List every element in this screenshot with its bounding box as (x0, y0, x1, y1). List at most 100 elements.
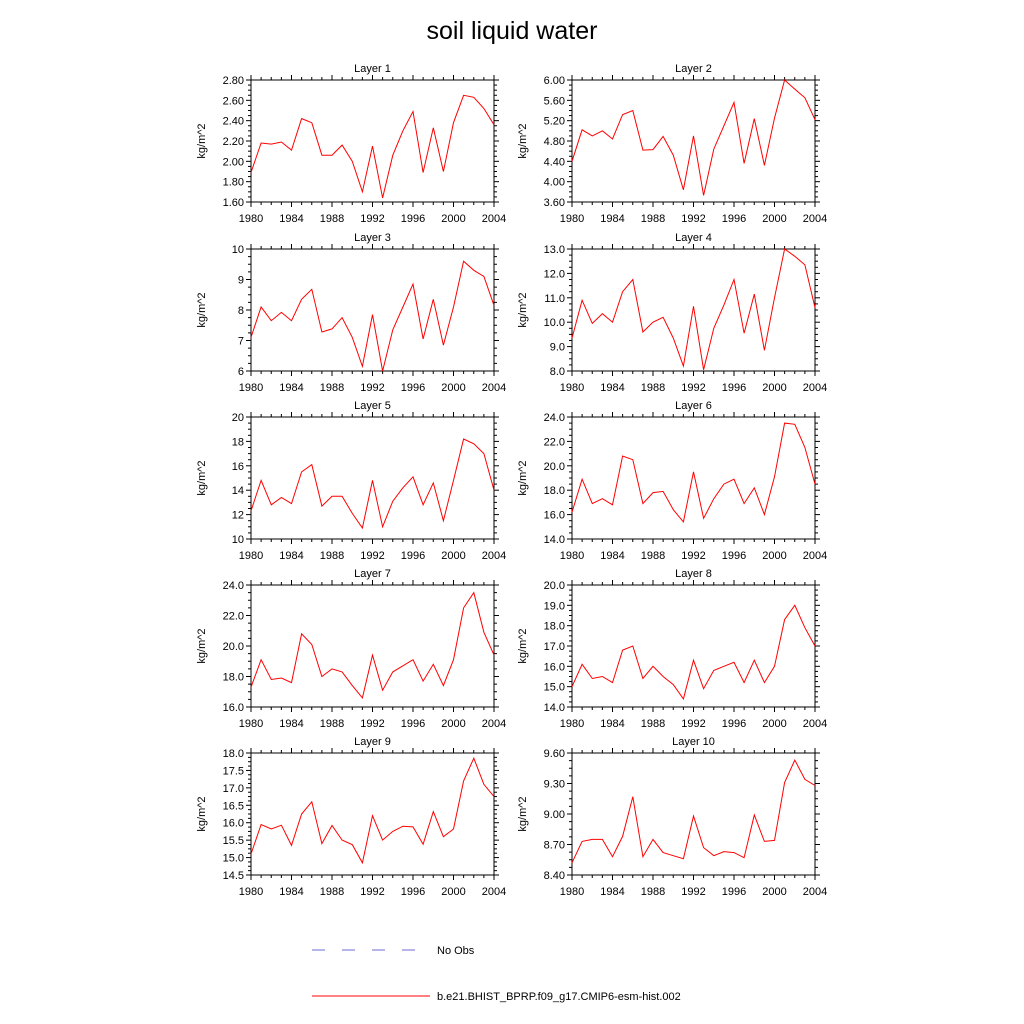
x-tick-label: 2004 (482, 886, 506, 898)
y-tick-label: 8.40 (544, 870, 565, 882)
chart-panel-2: Layer 2 3.60 4.00 4.40 4.80 5.20 5.60 6.00 1980 1… (517, 63, 827, 225)
y-tick-label: 16.0 (544, 661, 565, 673)
y-tick-label: 13.0 (544, 244, 565, 256)
y-tick-label: 22.0 (223, 611, 244, 623)
x-tick-label: 1984 (600, 382, 624, 394)
x-tick-label: 1996 (722, 886, 746, 898)
series-line (571, 79, 816, 196)
x-tick-label: 2004 (803, 718, 827, 730)
y-tick-label: 18 (232, 436, 244, 448)
y-tick-label: 2.80 (223, 75, 244, 87)
y-axis-label: kg/m^2 (517, 460, 529, 495)
x-tick-label: 1996 (722, 550, 746, 562)
x-tick-label: 1980 (239, 213, 263, 225)
y-tick-label: 4.40 (544, 156, 565, 168)
y-tick-label: 16.0 (223, 702, 244, 714)
y-tick-label: 2.60 (223, 95, 244, 107)
y-tick-label: 17.0 (544, 641, 565, 653)
x-tick-label: 1992 (681, 886, 705, 898)
x-tick-label: 1992 (360, 213, 384, 225)
x-tick-label: 1992 (360, 718, 384, 730)
series-line (571, 758, 816, 864)
x-tick-label: 1988 (320, 213, 344, 225)
y-tick-label: 14.0 (544, 534, 565, 546)
panel-title: Layer 6 (675, 400, 712, 412)
x-tick-label: 1980 (560, 213, 584, 225)
panel-title: Layer 9 (354, 736, 391, 748)
x-tick-label: 2000 (441, 718, 465, 730)
x-tick-label: 2000 (441, 382, 465, 394)
x-tick-label: 1984 (279, 213, 303, 225)
y-tick-label: 16.0 (223, 818, 244, 830)
y-tick-label: 10.0 (544, 317, 565, 329)
x-tick-label: 2000 (762, 886, 786, 898)
x-tick-label: 1988 (641, 382, 665, 394)
y-tick-label: 9.30 (544, 779, 565, 791)
series-line (571, 248, 816, 370)
y-tick-label: 15.0 (223, 853, 244, 865)
series-line (571, 604, 816, 701)
plot-frame (571, 248, 816, 372)
y-tick-label: 2.20 (223, 136, 244, 148)
panels: Layer 1 1.60 1.80 2.00 2.20 2.40 2.60 2.80 1980 1… (196, 63, 827, 898)
x-tick-label: 1996 (401, 886, 425, 898)
legend: No Obs b.e21.BHIST_BPRP.f09_g17.CMIP6-es… (312, 945, 681, 1003)
x-tick-label: 1992 (360, 382, 384, 394)
panel-title: Layer 3 (354, 232, 391, 244)
x-tick-label: 1996 (401, 213, 425, 225)
legend-model-label: b.e21.BHIST_BPRP.f09_g17.CMIP6-esm-hist.… (437, 991, 681, 1003)
y-tick-label: 12 (232, 510, 244, 522)
y-tick-label: 5.20 (544, 116, 565, 128)
y-tick-label: 1.80 (223, 177, 244, 189)
x-tick-label: 2004 (803, 382, 827, 394)
x-tick-label: 1988 (641, 213, 665, 225)
x-tick-label: 1992 (681, 382, 705, 394)
y-axis-label: kg/m^2 (517, 123, 529, 158)
panel-title: Layer 8 (675, 568, 712, 580)
x-tick-label: 1996 (401, 550, 425, 562)
y-tick-label: 18.0 (544, 485, 565, 497)
x-tick-label: 1988 (320, 550, 344, 562)
y-tick-label: 18.0 (223, 748, 244, 760)
panel-title: Layer 10 (672, 736, 715, 748)
y-tick-label: 14.0 (544, 702, 565, 714)
x-tick-label: 1988 (641, 886, 665, 898)
y-tick-label: 5.60 (544, 95, 565, 107)
x-tick-label: 1988 (641, 718, 665, 730)
y-tick-label: 9.00 (544, 809, 565, 821)
x-tick-label: 1980 (560, 718, 584, 730)
plot-frame (250, 584, 495, 708)
chart-panel-5: Layer 5 10 12 14 16 18 20 1980 1984 1988 1992 1996 2… (196, 400, 506, 562)
x-tick-label: 1996 (722, 213, 746, 225)
y-tick-label: 3.60 (544, 197, 565, 209)
x-tick-label: 1992 (681, 718, 705, 730)
x-tick-label: 1996 (401, 718, 425, 730)
y-tick-label: 12.0 (544, 268, 565, 280)
y-tick-label: 20.0 (544, 580, 565, 592)
y-tick-label: 20.0 (544, 461, 565, 473)
x-tick-label: 1988 (320, 718, 344, 730)
chart-panel-1: Layer 1 1.60 1.80 2.00 2.20 2.40 2.60 2.80 1980 1… (196, 63, 506, 225)
y-tick-label: 19.0 (544, 600, 565, 612)
x-tick-label: 1980 (239, 382, 263, 394)
x-tick-label: 1992 (360, 550, 384, 562)
x-tick-label: 2000 (762, 213, 786, 225)
y-tick-label: 6 (238, 366, 244, 378)
x-tick-label: 1984 (279, 886, 303, 898)
y-tick-label: 9.0 (550, 342, 565, 354)
panel-title: Layer 5 (354, 400, 391, 412)
chart-panel-6: Layer 6 14.0 16.0 18.0 20.0 22.0 24.0 1980 1984 1… (517, 400, 827, 562)
x-tick-label: 1996 (722, 718, 746, 730)
x-tick-label: 1984 (279, 382, 303, 394)
chart-panel-4: Layer 4 8.0 9.0 10.0 11.0 12.0 13.0 1980 1984 198… (517, 232, 827, 394)
y-tick-label: 14 (232, 485, 244, 497)
x-tick-label: 1984 (279, 550, 303, 562)
x-tick-label: 2000 (762, 382, 786, 394)
figure-title: soil liquid water (427, 17, 598, 45)
x-tick-label: 1988 (320, 886, 344, 898)
y-tick-label: 10 (232, 534, 244, 546)
x-tick-label: 1980 (560, 886, 584, 898)
series-line (571, 422, 816, 524)
x-tick-label: 1996 (401, 382, 425, 394)
x-tick-label: 1992 (681, 213, 705, 225)
